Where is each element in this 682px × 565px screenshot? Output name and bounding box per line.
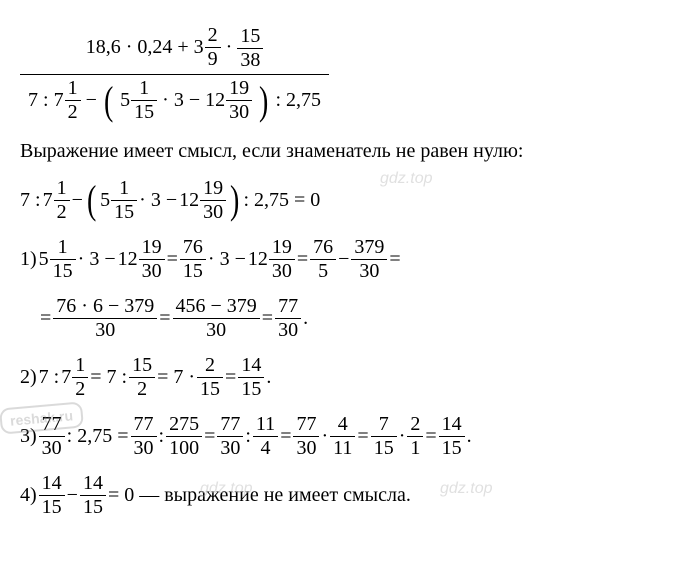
text: . xyxy=(467,425,472,448)
frac: 7 15 xyxy=(371,413,397,460)
text: 18,6 · 0,24 + xyxy=(86,36,194,58)
step-label: 1) xyxy=(20,248,37,271)
mixed-7-1-2: 7 1 2 xyxy=(43,177,70,224)
text: = xyxy=(159,307,170,330)
text: = xyxy=(389,248,400,271)
mixed-5-1-15: 5 1 15 xyxy=(120,77,157,124)
mixed: 12 19 30 xyxy=(118,236,165,283)
frac: 11 4 xyxy=(253,413,278,460)
text: 7 : xyxy=(20,189,41,212)
step-4: 4) 14 15 − 14 15 = 0 — выражение не имее… xyxy=(20,472,662,519)
frac: 77 30 xyxy=(39,413,65,460)
frac: 76 15 xyxy=(180,236,206,283)
text: = xyxy=(357,425,368,448)
mixed: 7 1 2 xyxy=(61,354,88,401)
frac: 76 · 6 − 379 30 xyxy=(53,295,157,342)
frac: 77 30 xyxy=(131,413,157,460)
frac: 14 15 xyxy=(39,472,65,519)
text: = xyxy=(204,425,215,448)
text: − xyxy=(338,248,349,271)
text: = xyxy=(297,248,308,271)
text: 7 : xyxy=(39,366,60,389)
frac: 456 − 379 30 xyxy=(173,295,260,342)
text: · 3 − xyxy=(78,248,116,271)
text: 7 : xyxy=(28,89,54,111)
text: − xyxy=(86,89,102,111)
condition-text: Выражение имеет смысл, если знаменатель … xyxy=(20,140,662,163)
text: · 3 − xyxy=(162,89,205,111)
frac: 2 15 xyxy=(197,354,223,401)
text: = 7 : xyxy=(90,366,127,389)
step-label: 4) xyxy=(20,484,37,507)
frac: 76 5 xyxy=(310,236,336,283)
frac: 4 11 xyxy=(330,413,355,460)
frac: 2 1 xyxy=(407,413,423,460)
mixed-12-19-30: 12 19 30 xyxy=(205,77,252,124)
frac: 77 30 xyxy=(293,413,319,460)
conclusion-text: = 0 — выражение не имеет смысла. xyxy=(108,484,411,507)
text: · xyxy=(321,425,328,448)
text: . xyxy=(266,366,271,389)
text: · xyxy=(399,425,406,448)
text: . xyxy=(303,307,308,330)
frac: 379 30 xyxy=(351,236,387,283)
main-fraction: 18,6 · 0,24 + 3 2 9 · 15 38 7 : 7 1 2 xyxy=(20,22,329,126)
main-numerator: 18,6 · 0,24 + 3 2 9 · 15 38 xyxy=(20,22,329,75)
text: = xyxy=(425,425,436,448)
text: : 2,75 = 0 xyxy=(243,189,320,212)
text: = xyxy=(280,425,291,448)
main-expression: 18,6 · 0,24 + 3 2 9 · 15 38 7 : 7 1 2 xyxy=(20,22,662,126)
text: : xyxy=(245,425,251,448)
text: · 3 − xyxy=(208,248,246,271)
text: : 2,75 xyxy=(275,89,321,111)
step-2: 2) 7 : 7 1 2 = 7 : 15 2 = 7 · 2 15 = 14 … xyxy=(20,354,662,401)
text: − xyxy=(67,484,78,507)
text: = xyxy=(40,307,51,330)
step-3: 3) 77 30 : 2,75 = 77 30 : 275 100 = 77 3… xyxy=(20,413,662,460)
mixed-12-19-30: 12 19 30 xyxy=(179,177,226,224)
text: : 2,75 = xyxy=(67,425,129,448)
frac-15-38: 15 38 xyxy=(237,25,263,72)
text: = xyxy=(167,248,178,271)
step-1-line-1: 1) 5 1 15 · 3 − 12 19 30 = 76 15 · 3 − 1… xyxy=(20,236,662,283)
text: − xyxy=(72,189,83,212)
frac: 14 15 xyxy=(439,413,465,460)
text: · xyxy=(226,36,238,58)
frac: 77 30 xyxy=(217,413,243,460)
mixed: 12 19 30 xyxy=(248,236,295,283)
main-denominator: 7 : 7 1 2 − ( 5 1 15 · 3 − 12 xyxy=(20,75,329,126)
frac: 15 2 xyxy=(129,354,155,401)
denominator-equals-zero: 7 : 7 1 2 − ( 5 1 15 · 3 − 12 19 30 ) : … xyxy=(20,177,662,224)
text: · 3 − xyxy=(139,189,177,212)
frac: 14 15 xyxy=(238,354,264,401)
text: = xyxy=(225,366,236,389)
mixed-5-1-15: 5 1 15 xyxy=(100,177,137,224)
frac: 275 100 xyxy=(166,413,202,460)
text: = 7 · xyxy=(157,366,195,389)
mixed: 5 1 15 xyxy=(39,236,76,283)
mixed-7-1-2: 7 1 2 xyxy=(54,77,81,124)
text: = xyxy=(262,307,273,330)
step-label: 3) xyxy=(20,425,37,448)
frac: 77 30 xyxy=(275,295,301,342)
frac: 14 15 xyxy=(80,472,106,519)
step-label: 2) xyxy=(20,366,37,389)
text: : xyxy=(159,425,165,448)
step-1-line-2: = 76 · 6 − 379 30 = 456 − 379 30 = 77 30… xyxy=(40,295,662,342)
mixed-3-2-9: 3 2 9 xyxy=(194,24,221,71)
